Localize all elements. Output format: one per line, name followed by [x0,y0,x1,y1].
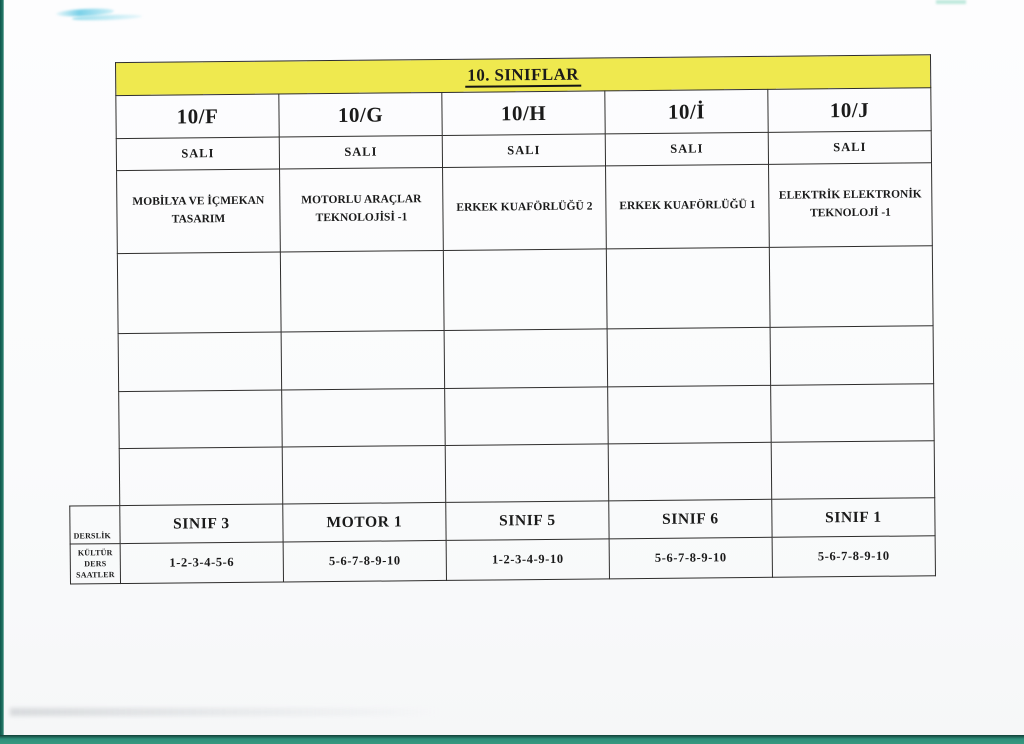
hours-cell: 5-6-7-8-9-10 [609,537,773,579]
scan-edge-left [0,0,4,744]
empty-cell [444,328,608,389]
hours-cell: 5-6-7-8-9-10 [772,535,936,578]
day-cell: SALI [605,132,769,166]
empty-cell [282,445,446,505]
empty-cell [281,388,446,448]
class-header-10g: 10/G [278,92,443,138]
class-header-10f: 10/F [115,94,280,139]
day-cell: SALI [116,137,280,171]
subject-row: MOBİLYA VE İÇMEKAN TASARIM MOTORLU ARAÇL… [67,162,933,254]
room-cell: SINIF 5 [445,500,610,541]
empty-cell [281,330,445,391]
spacer-cell [69,449,120,506]
room-cell: SINIF 1 [771,497,936,538]
spacer-cell [67,254,118,334]
empty-cell [117,252,282,334]
empty-cell [118,332,282,392]
spacer-cell [66,96,116,139]
page-title-text: 10. SINIFLAR [465,64,582,88]
day-cell: SALI [279,135,443,170]
spacer-cell [66,139,116,171]
empty-cell [607,385,772,444]
hours-row-label: KÜLTÜR DERS SAATLER [70,543,121,585]
class-header-10h: 10/H [441,90,606,136]
room-row-label: DERSLİK [69,505,121,545]
empty-cell [445,443,609,503]
empty-cell [119,447,283,506]
empty-cell [770,325,934,386]
class-header-10i: 10/İ [604,89,769,134]
empty-row [69,440,935,506]
timetable-10th-grades: 10. SINIFLAR 10/F 10/G 10/H 10/İ 10/J SA… [65,54,936,585]
subject-cell: MOTORLU ARAÇLAR TEKNOLOJİSİ -1 [279,167,444,253]
scan-edge-top-right [936,0,966,4]
subject-cell: ERKEK KUAFÖRLÜĞÜ 2 [442,165,607,251]
empty-cell [606,247,771,329]
empty-row [68,325,934,392]
empty-cell [769,245,934,328]
empty-cell [770,383,935,443]
empty-row [67,245,934,334]
room-cell: SINIF 6 [608,499,773,539]
spacer-cell [68,334,119,392]
room-cell: SINIF 3 [119,504,284,544]
empty-cell [443,248,608,331]
hours-cell: 1-2-3-4-9-10 [446,538,610,581]
empty-cell [118,390,283,449]
hours-row: KÜLTÜR DERS SAATLER 1-2-3-4-5-6 5-6-7-8-… [70,535,936,585]
scan-edge-bottom [0,735,1024,744]
spacer-cell [66,63,116,96]
subject-cell: ELEKTRİK ELEKTRONİK TEKNOLOJİ -1 [768,162,933,248]
empty-cell [607,327,771,387]
subject-cell: MOBİLYA VE İÇMEKAN TASARIM [116,169,281,254]
room-cell: MOTOR 1 [282,502,447,543]
day-cell: SALI [768,130,932,165]
spacer-cell [67,171,118,254]
empty-cell [608,442,772,501]
day-cell: SALI [442,133,606,168]
empty-cell [444,386,609,446]
subject-cell: ERKEK KUAFÖRLÜĞÜ 1 [605,164,770,249]
spacer-cell [69,392,120,449]
scan-smudge [10,708,440,716]
empty-cell [771,440,935,500]
class-header-10j: 10/J [767,87,932,133]
hours-cell: 5-6-7-8-9-10 [283,540,447,583]
hours-cell: 1-2-3-4-5-6 [120,542,284,584]
empty-row [69,383,935,449]
empty-cell [280,250,445,333]
